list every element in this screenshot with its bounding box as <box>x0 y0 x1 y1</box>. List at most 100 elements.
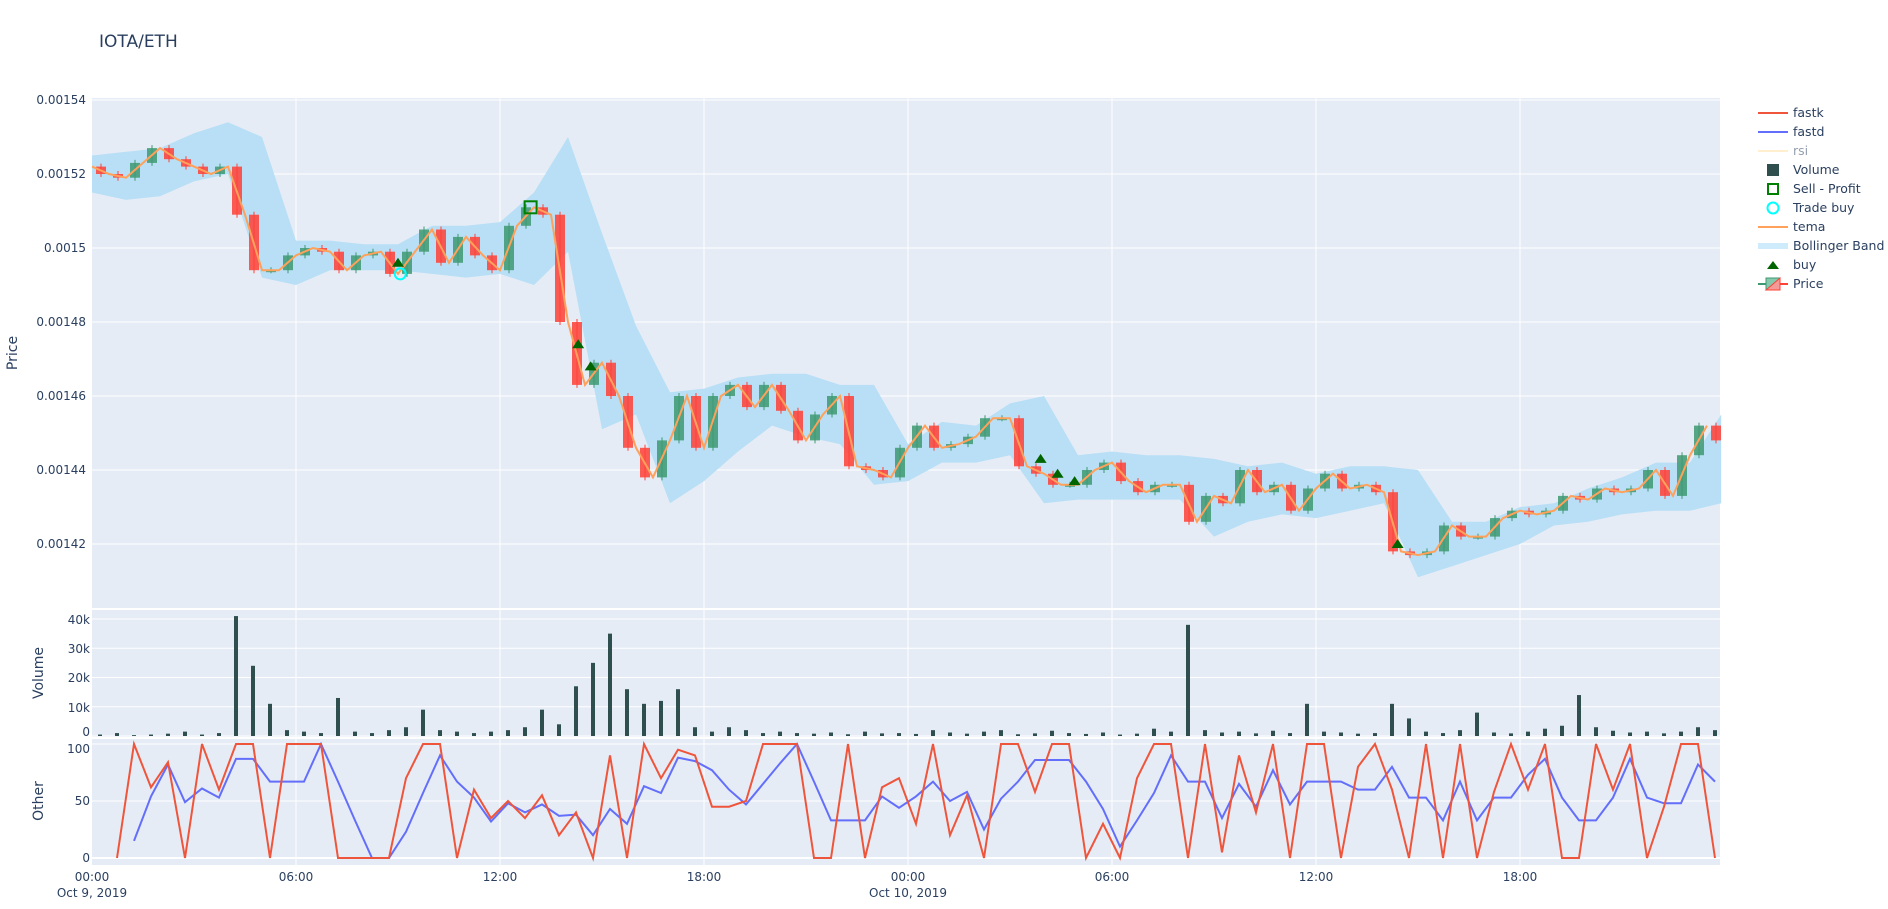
other-axis-title: Other <box>31 781 47 821</box>
volume-bar <box>1628 732 1632 736</box>
volume-bar <box>931 730 935 736</box>
volume-bar <box>999 730 1003 736</box>
volume-bar <box>914 733 918 736</box>
volume-bar <box>846 734 850 736</box>
volume-bar <box>302 731 306 736</box>
svg-text:rsi: rsi <box>1793 143 1808 158</box>
volume-bar <box>1356 733 1360 736</box>
volume-bar <box>642 703 646 736</box>
volume-bar <box>251 665 255 736</box>
legend-item-rsi[interactable]: rsi <box>1758 143 1808 158</box>
legend-item-tema[interactable]: tema <box>1758 219 1825 234</box>
x-tick-label: 12:00 <box>483 870 518 884</box>
volume-bar <box>897 733 901 736</box>
volume-bar <box>115 733 119 736</box>
buy-signal-marker <box>1068 476 1081 486</box>
legend-item-bollinger-band[interactable]: Bollinger Band <box>1758 238 1884 253</box>
y-tick-label: 0.00144 <box>36 463 86 477</box>
tema-line <box>91 146 1708 557</box>
volume-bar <box>1152 728 1156 736</box>
volume-bar <box>166 733 170 736</box>
volume-bar <box>625 689 629 736</box>
volume-panel[interactable] <box>92 610 1720 737</box>
y-tick-label: 30k <box>68 642 90 656</box>
volume-bar <box>149 734 153 736</box>
price-y-axis: 0.00154 0.00152 0.0015 0.00148 0.00146 0… <box>36 93 86 551</box>
volume-bar <box>863 731 867 736</box>
y-tick-label: 0.00146 <box>36 389 86 403</box>
volume-bar <box>1271 730 1275 736</box>
legend-item-fastd[interactable]: fastd <box>1758 124 1824 139</box>
volume-bar <box>404 727 408 736</box>
x-tick-label: 18:00 <box>687 870 722 884</box>
volume-bar <box>1458 730 1462 736</box>
volume-bar <box>982 731 986 736</box>
volume-bar <box>1101 732 1105 736</box>
volume-bar <box>1067 733 1071 736</box>
svg-text:buy: buy <box>1793 257 1817 272</box>
volume-bar <box>1084 733 1088 736</box>
x-tick-label: 06:00 <box>1095 870 1130 884</box>
fastk-line <box>116 740 1716 862</box>
volume-bar <box>234 616 238 736</box>
buy-signal-marker <box>584 361 597 371</box>
trade-buy-marker <box>393 267 407 281</box>
volume-axis-title: Volume <box>31 647 47 699</box>
y-tick-label: 0 <box>82 851 90 865</box>
buy-signal-marker <box>1034 453 1047 463</box>
volume-bar <box>268 703 272 736</box>
volume-bar <box>574 686 578 736</box>
volume-bar <box>1424 731 1428 736</box>
volume-bar <box>880 733 884 736</box>
volume-bar <box>727 727 731 736</box>
volume-bar <box>319 733 323 736</box>
volume-bar <box>1492 732 1496 736</box>
svg-text:Volume: Volume <box>1793 162 1840 177</box>
volume-bar <box>965 733 969 736</box>
legend-item-volume[interactable]: Volume <box>1767 162 1840 177</box>
volume-bar <box>200 734 204 736</box>
legend-item-fastk[interactable]: fastk <box>1758 105 1824 120</box>
y-tick-label: 50 <box>75 794 90 808</box>
volume-bar <box>1662 733 1666 736</box>
volume-bar <box>1645 731 1649 736</box>
other-y-axis: 100 50 0 <box>67 742 90 865</box>
legend-item-buy[interactable]: buy <box>1767 257 1817 272</box>
markers-layer <box>392 200 1404 548</box>
volume-bar <box>778 731 782 736</box>
volume-square-icon <box>1767 164 1779 176</box>
buy-signal-marker <box>1391 539 1404 548</box>
volume-bar <box>829 732 833 736</box>
bollinger-band <box>92 122 1722 578</box>
sell-profit-marker <box>523 200 538 215</box>
volume-bar <box>1254 733 1258 736</box>
legend-item-sell-profit[interactable]: Sell - Profit <box>1767 181 1861 196</box>
volume-bar <box>1475 712 1479 736</box>
chart-title: IOTA/ETH <box>99 32 178 52</box>
open-circle-icon <box>1766 201 1780 215</box>
buy-signal-marker <box>392 257 404 267</box>
volume-bar <box>217 733 221 736</box>
volume-bar <box>1679 731 1683 736</box>
volume-bar <box>1696 727 1700 736</box>
volume-bar <box>1390 703 1394 736</box>
legend-item-trade-buy[interactable]: Trade buy <box>1766 200 1856 215</box>
volume-bar <box>1050 730 1054 736</box>
volume-bar <box>336 697 340 736</box>
volume-layer <box>98 616 1717 736</box>
volume-bar <box>693 727 697 736</box>
volume-bar <box>353 731 357 736</box>
y-tick-label: 100 <box>67 742 90 756</box>
svg-text:Price: Price <box>1793 276 1824 291</box>
volume-bar <box>744 730 748 736</box>
x-date-label: Oct 10, 2019 <box>869 886 947 900</box>
volume-bar <box>1577 695 1581 736</box>
legend-item-price[interactable]: Price <box>1758 276 1824 291</box>
volume-bar <box>370 733 374 736</box>
volume-bar <box>1322 731 1326 736</box>
oscillator-layer <box>116 740 1716 862</box>
volume-bar <box>438 730 442 736</box>
buy-signal-marker <box>572 339 585 349</box>
y-tick-label: 0.00152 <box>36 167 86 181</box>
volume-bar <box>1407 718 1411 736</box>
